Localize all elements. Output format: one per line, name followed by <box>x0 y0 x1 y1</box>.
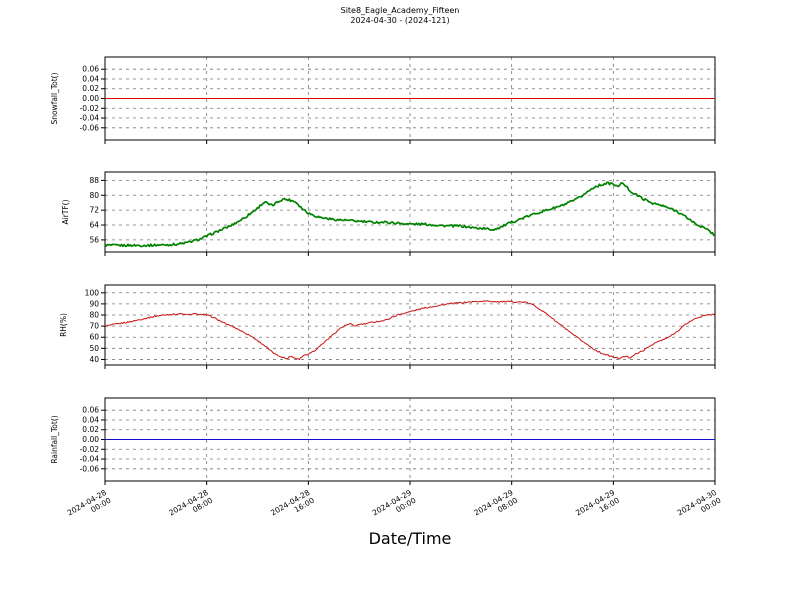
y-tick-label: 70 <box>89 322 99 331</box>
x-tick-label: 2024-04-2916:00 <box>574 488 621 525</box>
y-tick-label: 88 <box>89 176 99 185</box>
chart-title-line2: 2024-04-30 - (2024-121) <box>350 16 450 25</box>
series-rh <box>105 300 715 360</box>
x-tick-label: 2024-04-2816:00 <box>269 488 316 525</box>
y-tick-label: 40 <box>89 355 99 364</box>
series-airtf <box>105 181 715 248</box>
y-tick-label: 0.04 <box>82 415 99 424</box>
x-tick-label: 2024-04-2808:00 <box>167 488 214 525</box>
y-tick-label: 0.02 <box>82 84 99 93</box>
x-tick-labels: 2024-04-2800:00 2024-04-2808:00 2024-04-28… <box>66 488 723 525</box>
y-tick-label: 64 <box>89 221 99 230</box>
y-tick-label: -0.04 <box>80 455 100 464</box>
y-tick-label: -0.06 <box>80 464 100 473</box>
y-tick-label: 0.04 <box>82 74 99 83</box>
x-tick-label: 2024-04-2800:00 <box>66 488 113 525</box>
x-tick-label: 2024-04-2900:00 <box>371 488 418 525</box>
y-axis-label-rainfall: Rainfall_Tot() <box>50 415 59 463</box>
y-tick-label: -0.02 <box>80 104 100 113</box>
y-tick-label: 0.02 <box>82 425 99 434</box>
x-tick-label: 2024-04-2908:00 <box>472 488 519 525</box>
y-tick-label: 0.06 <box>82 406 99 415</box>
subplot-rh: 100 90 80 70 60 50 40 RH(%) <box>59 284 716 369</box>
y-axis-label-rh: RH(%) <box>59 313 68 337</box>
chart-title: Site8_Eagle_Academy_Fifteen 2024-04-30 -… <box>0 6 800 26</box>
plot-frame-rh <box>104 284 716 366</box>
y-tick-label: 56 <box>89 235 99 244</box>
y-tick-label: 100 <box>85 288 100 297</box>
y-tick-label: -0.02 <box>80 445 100 454</box>
y-tick-label: 80 <box>89 311 99 320</box>
x-axis-title: Date/Time <box>368 529 452 548</box>
subplot-snowfall: 0.060.040.020.00-0.02-0.04-0.06 Snowfall_… <box>50 56 716 144</box>
x-tick-label: 2024-04-3000:00 <box>676 488 723 525</box>
y-axis-label-snowfall: Snowfall_Tot() <box>50 72 59 124</box>
y-tick-label: 0.00 <box>82 94 99 103</box>
subplot-airtf: 88 80 72 64 56 AirTF() <box>61 171 716 256</box>
y-tick-label: 50 <box>89 344 99 353</box>
y-tick-label: 0.00 <box>82 435 99 444</box>
y-tick-label: 90 <box>89 299 99 308</box>
y-tick-label: 72 <box>89 206 99 215</box>
y-tick-label: 60 <box>89 333 99 342</box>
y-tick-label: 0.06 <box>82 65 99 74</box>
y-tick-label: -0.04 <box>80 114 100 123</box>
y-tick-label: -0.06 <box>80 123 100 132</box>
chart-title-line1: Site8_Eagle_Academy_Fifteen <box>340 6 460 15</box>
y-axis-label-airtf: AirTF() <box>61 199 70 224</box>
y-tick-label: 80 <box>89 191 99 200</box>
subplot-rainfall: 0.060.040.020.00-0.02-0.04-0.06 Rainfall_… <box>50 397 716 485</box>
